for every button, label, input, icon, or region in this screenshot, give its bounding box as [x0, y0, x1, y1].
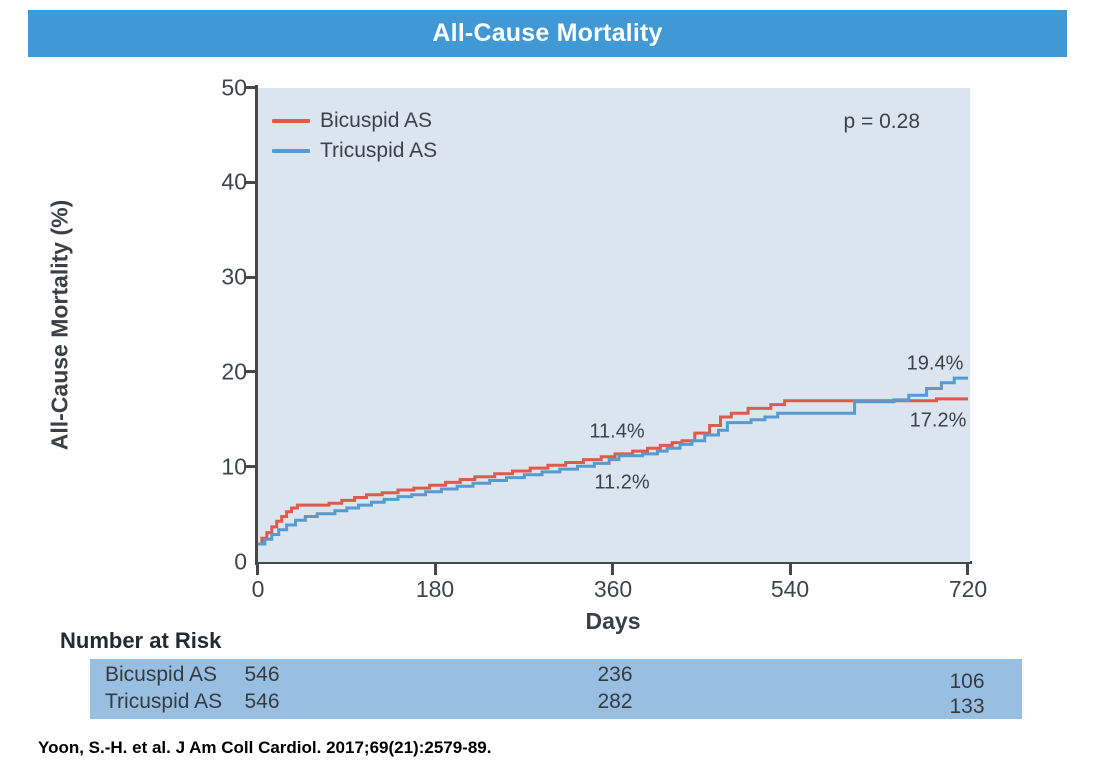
risk-value: 546	[244, 663, 280, 686]
x-tick-mark	[789, 563, 792, 575]
plot-area: Bicuspid AS Tricuspid AS p = 0.28 11.4% …	[258, 88, 970, 562]
risk-value: 133	[949, 695, 985, 718]
y-tick-mark	[245, 86, 257, 89]
risk-row-label-tricuspid: Tricuspid AS	[105, 690, 223, 713]
x-tick-label: 720	[948, 576, 988, 602]
y-axis-line	[255, 85, 258, 565]
x-tick-label: 180	[415, 576, 455, 602]
annotation-bicuspid-1yr: 11.4%	[589, 420, 645, 443]
y-tick-label: 0	[234, 548, 247, 575]
figure-title: All-Cause Mortality	[432, 19, 663, 47]
annotation-bicuspid-2yr: 17.2%	[909, 409, 967, 432]
risk-value: 236	[597, 663, 633, 686]
legend-item-tricuspid: Tricuspid AS	[272, 136, 437, 166]
x-tick-label: 360	[593, 576, 633, 602]
x-tick-label: 540	[770, 576, 810, 602]
legend: Bicuspid AS Tricuspid AS	[272, 106, 437, 166]
x-tick-mark	[611, 563, 614, 575]
tricuspid-line-swatch	[272, 149, 310, 153]
y-tick-mark	[245, 276, 257, 279]
risk-value: 546	[244, 690, 280, 713]
survival-curves	[258, 376, 968, 546]
risk-value: 106	[949, 670, 985, 693]
legend-label-bicuspid: Bicuspid AS	[320, 109, 433, 132]
y-axis-title: All-Cause Mortality (%)	[46, 199, 73, 451]
y-tick-label: 30	[221, 263, 247, 290]
curve-bicuspid-as	[258, 397, 968, 546]
y-tick-mark	[245, 181, 257, 184]
y-tick-mark	[245, 370, 257, 373]
figure-title-bar: All-Cause Mortality	[28, 10, 1067, 57]
x-axis-title: Days	[585, 608, 641, 634]
annotation-tricuspid-1yr: 11.2%	[594, 471, 650, 494]
x-tick-mark	[256, 563, 259, 575]
y-tick-mark	[245, 465, 257, 468]
risk-row-label-bicuspid: Bicuspid AS	[105, 663, 218, 686]
number-at-risk-heading: Number at Risk	[60, 628, 222, 653]
annotation-tricuspid-2yr: 19.4%	[906, 352, 964, 375]
y-tick-label: 50	[221, 74, 247, 101]
x-tick-mark	[434, 563, 437, 575]
curve-tricuspid-as	[258, 376, 968, 546]
x-tick-mark	[966, 563, 969, 575]
y-tick-label: 10	[221, 453, 247, 480]
risk-value: 282	[597, 690, 633, 713]
p-value-label: p = 0.28	[843, 110, 920, 133]
y-tick-label: 40	[221, 168, 247, 195]
x-tick-label: 0	[251, 576, 265, 602]
x-axis-line	[255, 561, 972, 564]
legend-item-bicuspid: Bicuspid AS	[272, 106, 437, 136]
y-tick-label: 20	[221, 358, 247, 385]
number-at-risk-table: Bicuspid AS Tricuspid AS 546 236 106 546…	[90, 659, 1022, 719]
legend-label-tricuspid: Tricuspid AS	[320, 139, 438, 162]
bicuspid-line-swatch	[272, 119, 310, 123]
citation: Yoon, S.-H. et al. J Am Coll Cardiol. 20…	[38, 738, 492, 757]
